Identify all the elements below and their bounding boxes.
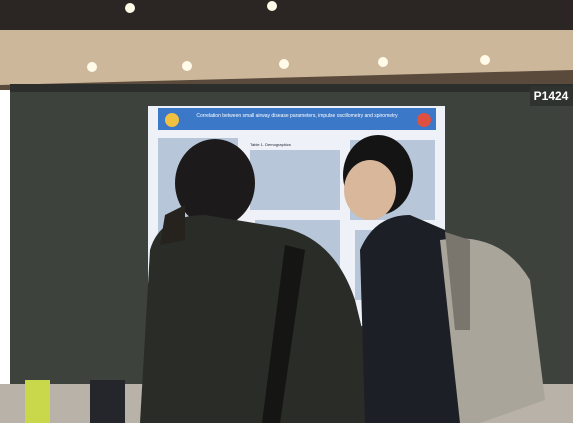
label-plate [530, 86, 573, 106]
ceiling-lights [87, 1, 490, 72]
table-caption: Table 1. Demographics [250, 142, 291, 147]
poster-header [158, 108, 436, 130]
light [378, 57, 388, 67]
board-frame [10, 84, 573, 92]
jacket [140, 215, 385, 423]
light [125, 3, 135, 13]
board-label: P1424 [534, 89, 569, 103]
face [344, 160, 396, 220]
head [175, 139, 255, 227]
poster-title: Correlation between small airway disease… [196, 113, 398, 119]
light [267, 1, 277, 11]
bystander [90, 380, 125, 423]
bag-strap [262, 245, 305, 423]
backpack-strap [445, 232, 470, 330]
ceiling-panel [0, 30, 573, 85]
light [182, 61, 192, 71]
jacket [360, 215, 470, 423]
person-left [140, 139, 385, 423]
light [87, 62, 97, 72]
person-right [343, 135, 545, 423]
light [279, 59, 289, 69]
table [250, 150, 340, 210]
logo [165, 113, 179, 127]
ceiling-dark [0, 0, 573, 30]
arm [160, 205, 185, 245]
yellow-object [25, 380, 50, 423]
light [480, 55, 490, 65]
logo [417, 113, 431, 127]
